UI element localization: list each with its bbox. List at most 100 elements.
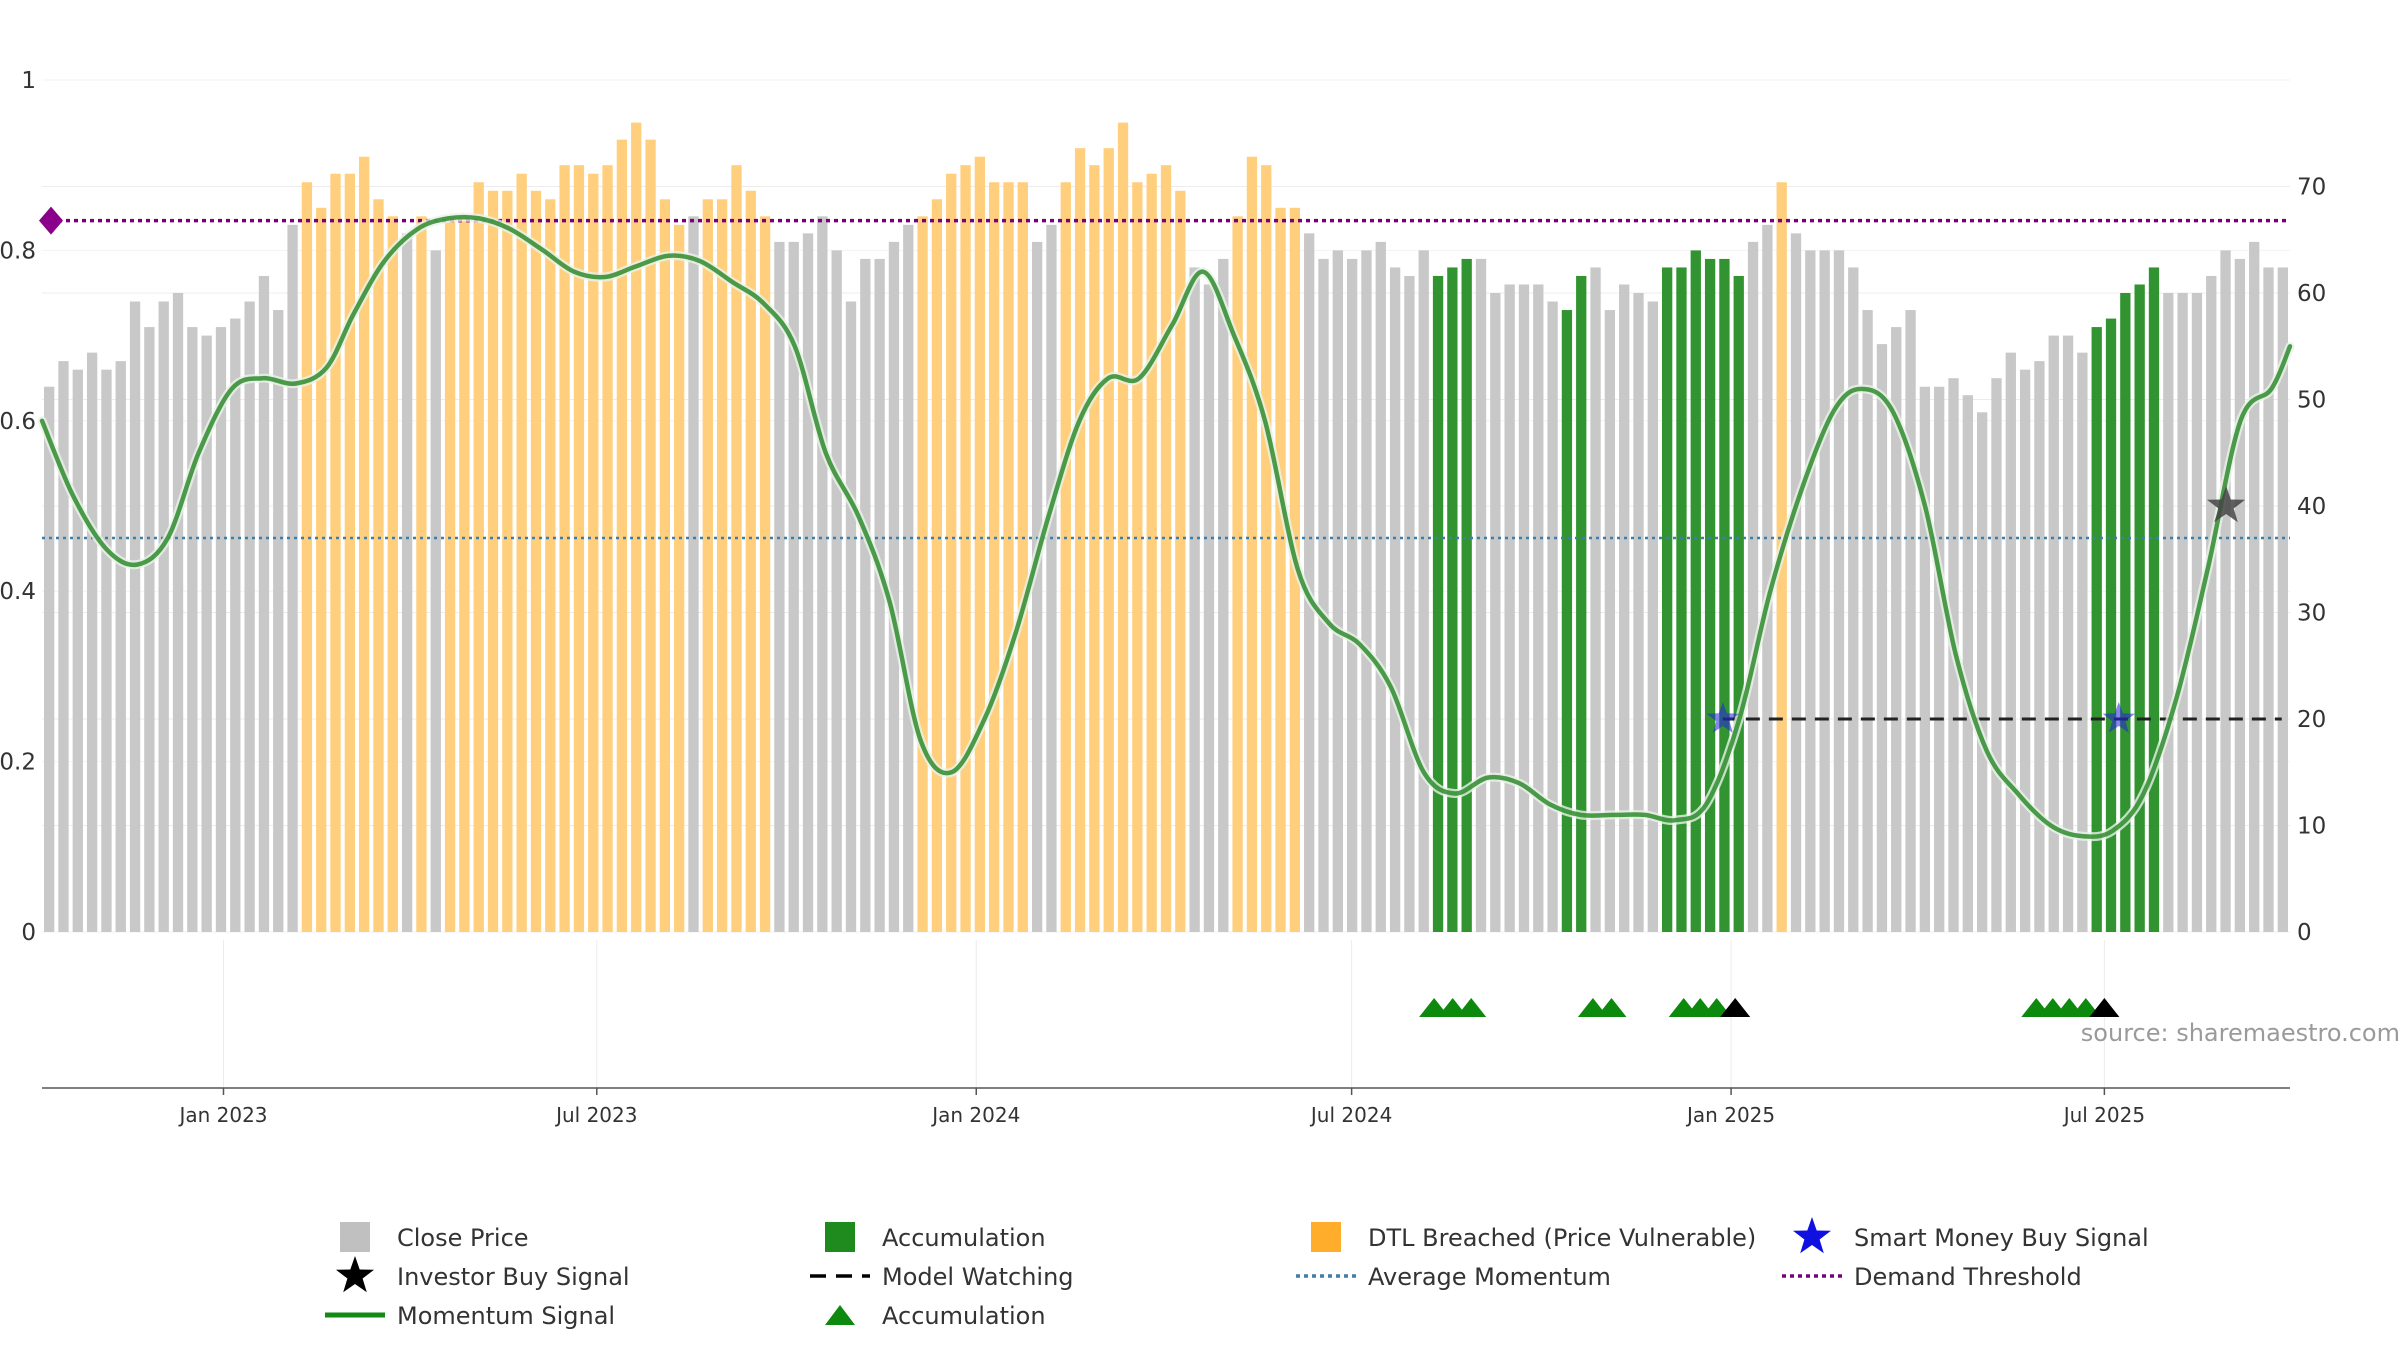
price-bar xyxy=(359,156,370,932)
price-bar xyxy=(215,327,227,933)
left-tick-label: 0.4 xyxy=(0,579,36,605)
price-bar xyxy=(1848,267,1859,932)
price-bar xyxy=(1647,301,1658,932)
price-bar xyxy=(774,241,785,932)
price-bar xyxy=(960,165,971,932)
price-bar xyxy=(2148,267,2160,932)
price-bar xyxy=(1576,275,1587,933)
price-bar xyxy=(158,301,169,932)
price-bar xyxy=(2105,318,2117,932)
price-bar xyxy=(2062,335,2074,933)
price-bar xyxy=(2120,293,2131,932)
price-bar xyxy=(1432,275,1444,933)
left-tick-label: 1 xyxy=(21,68,36,94)
price-bar xyxy=(1475,258,1487,932)
x-tick-label: Jul 2024 xyxy=(1309,1103,1392,1127)
legend-item: Momentum Signal xyxy=(325,1302,615,1330)
price-bar xyxy=(129,301,141,932)
price-bar xyxy=(101,369,112,932)
price-bar xyxy=(1218,258,1229,932)
legend-item: Accumulation xyxy=(825,1302,1046,1330)
right-tick-label: 40 xyxy=(2297,494,2326,520)
price-bar xyxy=(616,139,628,932)
legend-label: Average Momentum xyxy=(1368,1263,1611,1291)
price-bar xyxy=(659,199,671,932)
accumulation-triangle xyxy=(1456,998,1487,1017)
left-tick-label: 0.6 xyxy=(0,409,36,435)
price-bar xyxy=(1619,284,1630,933)
price-bar xyxy=(487,190,499,932)
accumulation-triangle xyxy=(1596,998,1627,1017)
accumulation-triangle-black xyxy=(2089,998,2120,1017)
price-bar xyxy=(1891,327,1902,933)
price-bar xyxy=(1905,310,1916,932)
price-bar xyxy=(2019,369,2031,932)
legend-item: DTL Breached (Price Vulnerable) xyxy=(1311,1222,1756,1252)
price-bar xyxy=(1389,267,1401,932)
price-bar xyxy=(1031,241,1043,932)
price-bar xyxy=(1676,267,1687,932)
right-tick-label: 10 xyxy=(2297,814,2326,840)
price-bar xyxy=(287,224,298,933)
price-bar xyxy=(473,182,484,933)
legend-swatch xyxy=(340,1222,370,1252)
price-bar xyxy=(1819,250,1830,932)
right-tick-label: 0 xyxy=(2297,920,2312,946)
right-tick-label: 60 xyxy=(2297,281,2326,307)
price-bar xyxy=(1747,241,1759,932)
price-bar xyxy=(817,216,828,932)
price-bar xyxy=(716,199,728,932)
price-bar xyxy=(759,216,771,932)
price-bar xyxy=(115,361,126,932)
price-bar xyxy=(201,335,212,933)
price-bar xyxy=(244,301,255,932)
axes: Jan 2023 Jul 2023 Jan 2024 Jul 2024 Jan 2025… xyxy=(0,68,2326,1127)
price-bar xyxy=(444,216,456,932)
price-bar xyxy=(401,233,413,933)
price-bar xyxy=(416,216,427,932)
price-bar xyxy=(1146,173,1157,933)
price-bars xyxy=(44,122,2288,933)
legend-swatch xyxy=(825,1222,855,1252)
price-bar xyxy=(1876,344,1888,932)
price-bar xyxy=(989,182,1000,933)
price-bar xyxy=(316,207,327,933)
legend-swatch xyxy=(1311,1222,1341,1252)
right-tick-label: 50 xyxy=(2297,388,2326,414)
legend-item: Close Price xyxy=(340,1222,529,1252)
x-tick-label: Jul 2023 xyxy=(554,1103,637,1127)
price-bar xyxy=(172,293,184,932)
price-bar xyxy=(1103,148,1114,932)
price-bar xyxy=(573,165,585,932)
price-bar xyxy=(1361,250,1372,932)
price-bar xyxy=(2048,335,2059,933)
price-bar xyxy=(1132,182,1143,933)
price-bar xyxy=(187,327,198,933)
legend-item: Investor Buy Signal xyxy=(336,1256,630,1293)
price-bar xyxy=(802,233,814,933)
price-bar xyxy=(1733,275,1744,933)
signal-markers xyxy=(1706,486,2246,733)
price-bar xyxy=(516,173,527,933)
price-bar xyxy=(430,250,441,932)
price-bar xyxy=(1919,386,1931,933)
price-bar xyxy=(1561,310,1573,932)
price-bar xyxy=(2163,293,2174,932)
price-bar xyxy=(1346,258,1358,932)
price-bar xyxy=(688,216,699,932)
price-bar xyxy=(1690,250,1701,932)
price-bar xyxy=(1533,284,1544,933)
price-bar xyxy=(344,173,355,933)
price-bar xyxy=(1833,250,1845,932)
price-bar xyxy=(1261,165,1272,932)
price-bar xyxy=(2077,352,2088,932)
price-bar xyxy=(702,199,713,932)
price-bar xyxy=(874,258,885,932)
price-bar xyxy=(86,352,98,932)
price-bar xyxy=(545,199,556,932)
price-bar xyxy=(1160,165,1172,932)
accumulation-markers xyxy=(1419,998,2120,1017)
legend-label: Model Watching xyxy=(882,1263,1074,1291)
momentum-line xyxy=(39,214,2293,839)
